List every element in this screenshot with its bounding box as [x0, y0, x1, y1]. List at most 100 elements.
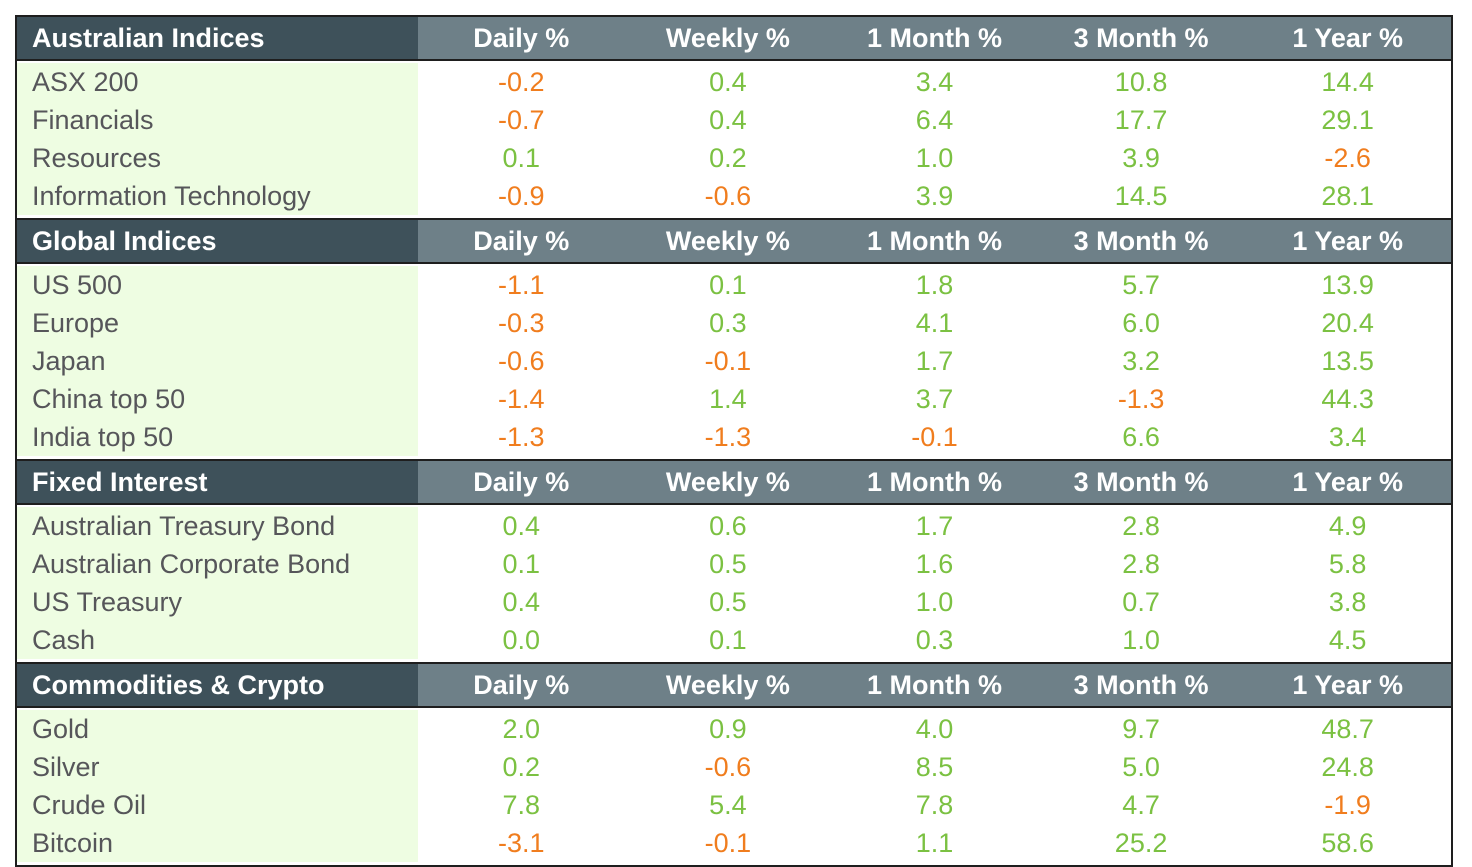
- table-row: Financials -0.7 0.4 6.4 17.7 29.1: [17, 101, 1451, 139]
- row-label: US Treasury: [17, 583, 418, 621]
- row-label: Cash: [17, 621, 418, 659]
- column-header-1-year: 1 Year %: [1244, 461, 1451, 503]
- value-cell-daily: -0.3: [418, 304, 625, 342]
- column-header-1-year: 1 Year %: [1244, 664, 1451, 706]
- value-cell-1-year: 5.8: [1244, 545, 1451, 583]
- value-cell-daily: -1.1: [418, 266, 625, 304]
- section-header: Global Indices Daily % Weekly % 1 Month % 3 …: [17, 218, 1451, 264]
- column-header-daily: Daily %: [418, 17, 625, 59]
- value-cell-daily: -1.3: [418, 418, 625, 456]
- table-row: Silver 0.2 -0.6 8.5 5.0 24.8: [17, 748, 1451, 786]
- value-cell-3-month: 0.7: [1037, 583, 1245, 621]
- table-row: Information Technology -0.9 -0.6 3.9 14.5 28.…: [17, 177, 1451, 215]
- section-australian-indices: Australian Indices Daily % Weekly % 1 Month…: [17, 17, 1451, 218]
- column-header-weekly: Weekly %: [624, 461, 832, 503]
- value-cell-weekly: 0.5: [624, 545, 832, 583]
- value-cell-weekly: 0.4: [624, 101, 832, 139]
- value-cell-daily: 2.0: [418, 710, 625, 748]
- value-cell-1-year: 29.1: [1244, 101, 1451, 139]
- market-performance-table: Australian Indices Daily % Weekly % 1 Month…: [15, 15, 1453, 867]
- value-cell-1-month: 1.7: [831, 507, 1038, 545]
- value-cell-weekly: -0.6: [624, 748, 832, 786]
- table-row: India top 50 -1.3 -1.3 -0.1 6.6 3.4: [17, 418, 1451, 456]
- value-cell-weekly: 0.4: [624, 63, 832, 101]
- value-cell-weekly: 0.2: [624, 139, 832, 177]
- row-label: Silver: [17, 748, 418, 786]
- value-cell-1-month: 1.8: [831, 266, 1038, 304]
- value-cell-1-month: -0.1: [831, 418, 1038, 456]
- value-cell-3-month: 1.0: [1037, 621, 1245, 659]
- value-cell-1-month: 7.8: [831, 786, 1038, 824]
- table-row: Resources 0.1 0.2 1.0 3.9 -2.6: [17, 139, 1451, 177]
- row-label: ASX 200: [17, 63, 418, 101]
- value-cell-1-month: 1.7: [831, 342, 1038, 380]
- value-cell-daily: -1.4: [418, 380, 625, 418]
- value-cell-1-year: 44.3: [1244, 380, 1451, 418]
- value-cell-daily: -0.2: [418, 63, 625, 101]
- value-cell-3-month: 14.5: [1037, 177, 1245, 215]
- value-cell-daily: 0.0: [418, 621, 625, 659]
- value-cell-weekly: 0.1: [624, 266, 832, 304]
- value-cell-1-year: 20.4: [1244, 304, 1451, 342]
- value-cell-1-month: 4.1: [831, 304, 1038, 342]
- row-label: Japan: [17, 342, 418, 380]
- value-cell-1-year: 3.8: [1244, 583, 1451, 621]
- value-cell-3-month: 17.7: [1037, 101, 1245, 139]
- value-cell-1-year: 13.5: [1244, 342, 1451, 380]
- value-cell-1-month: 1.1: [831, 824, 1038, 862]
- table-row: ASX 200 -0.2 0.4 3.4 10.8 14.4: [17, 63, 1451, 101]
- column-header-3-month: 3 Month %: [1037, 461, 1245, 503]
- value-cell-3-month: 9.7: [1037, 710, 1245, 748]
- value-cell-3-month: 10.8: [1037, 63, 1245, 101]
- column-header-weekly: Weekly %: [624, 17, 832, 59]
- column-header-daily: Daily %: [418, 461, 625, 503]
- value-cell-1-month: 0.3: [831, 621, 1038, 659]
- value-cell-3-month: 5.0: [1037, 748, 1245, 786]
- value-cell-1-year: -1.9: [1244, 786, 1451, 824]
- row-label: Europe: [17, 304, 418, 342]
- table-row: Bitcoin -3.1 -0.1 1.1 25.2 58.6: [17, 824, 1451, 862]
- row-label: US 500: [17, 266, 418, 304]
- row-label: India top 50: [17, 418, 418, 456]
- column-header-1-month: 1 Month %: [831, 17, 1038, 59]
- value-cell-1-month: 3.9: [831, 177, 1038, 215]
- column-header-3-month: 3 Month %: [1037, 17, 1245, 59]
- column-header-1-year: 1 Year %: [1244, 220, 1451, 262]
- table-row: Australian Treasury Bond 0.4 0.6 1.7 2.8 4.9: [17, 507, 1451, 545]
- row-label: Gold: [17, 710, 418, 748]
- value-cell-weekly: 1.4: [624, 380, 832, 418]
- value-cell-weekly: -0.1: [624, 824, 832, 862]
- row-label: Crude Oil: [17, 786, 418, 824]
- value-cell-3-month: 2.8: [1037, 545, 1245, 583]
- value-cell-3-month: 3.2: [1037, 342, 1245, 380]
- value-cell-1-year: 48.7: [1244, 710, 1451, 748]
- value-cell-1-month: 6.4: [831, 101, 1038, 139]
- section-commodities-and-crypto: Commodities & Crypto Daily % Weekly % 1 Mon…: [17, 662, 1451, 865]
- table-row: Crude Oil 7.8 5.4 7.8 4.7 -1.9: [17, 786, 1451, 824]
- value-cell-daily: 0.2: [418, 748, 625, 786]
- column-header-3-month: 3 Month %: [1037, 220, 1245, 262]
- value-cell-daily: -0.9: [418, 177, 625, 215]
- value-cell-weekly: 0.1: [624, 621, 832, 659]
- value-cell-3-month: 5.7: [1037, 266, 1245, 304]
- section-header: Commodities & Crypto Daily % Weekly % 1 Mon…: [17, 662, 1451, 708]
- section-title: Fixed Interest: [17, 461, 418, 503]
- row-label: Financials: [17, 101, 418, 139]
- value-cell-daily: 0.4: [418, 507, 625, 545]
- value-cell-1-year: 4.5: [1244, 621, 1451, 659]
- value-cell-3-month: 2.8: [1037, 507, 1245, 545]
- section-rows: Gold 2.0 0.9 4.0 9.7 48.7 Silver 0.2 -0.6 8.5 5.0 2…: [17, 708, 1451, 865]
- value-cell-daily: 0.4: [418, 583, 625, 621]
- value-cell-3-month: 25.2: [1037, 824, 1245, 862]
- value-cell-daily: 0.1: [418, 139, 625, 177]
- row-label: China top 50: [17, 380, 418, 418]
- value-cell-weekly: -0.1: [624, 342, 832, 380]
- value-cell-daily: -3.1: [418, 824, 625, 862]
- value-cell-daily: -0.6: [418, 342, 625, 380]
- table-row: Europe -0.3 0.3 4.1 6.0 20.4: [17, 304, 1451, 342]
- section-title: Global Indices: [17, 220, 418, 262]
- value-cell-3-month: 6.6: [1037, 418, 1245, 456]
- column-header-weekly: Weekly %: [624, 664, 832, 706]
- value-cell-1-month: 8.5: [831, 748, 1038, 786]
- value-cell-3-month: 6.0: [1037, 304, 1245, 342]
